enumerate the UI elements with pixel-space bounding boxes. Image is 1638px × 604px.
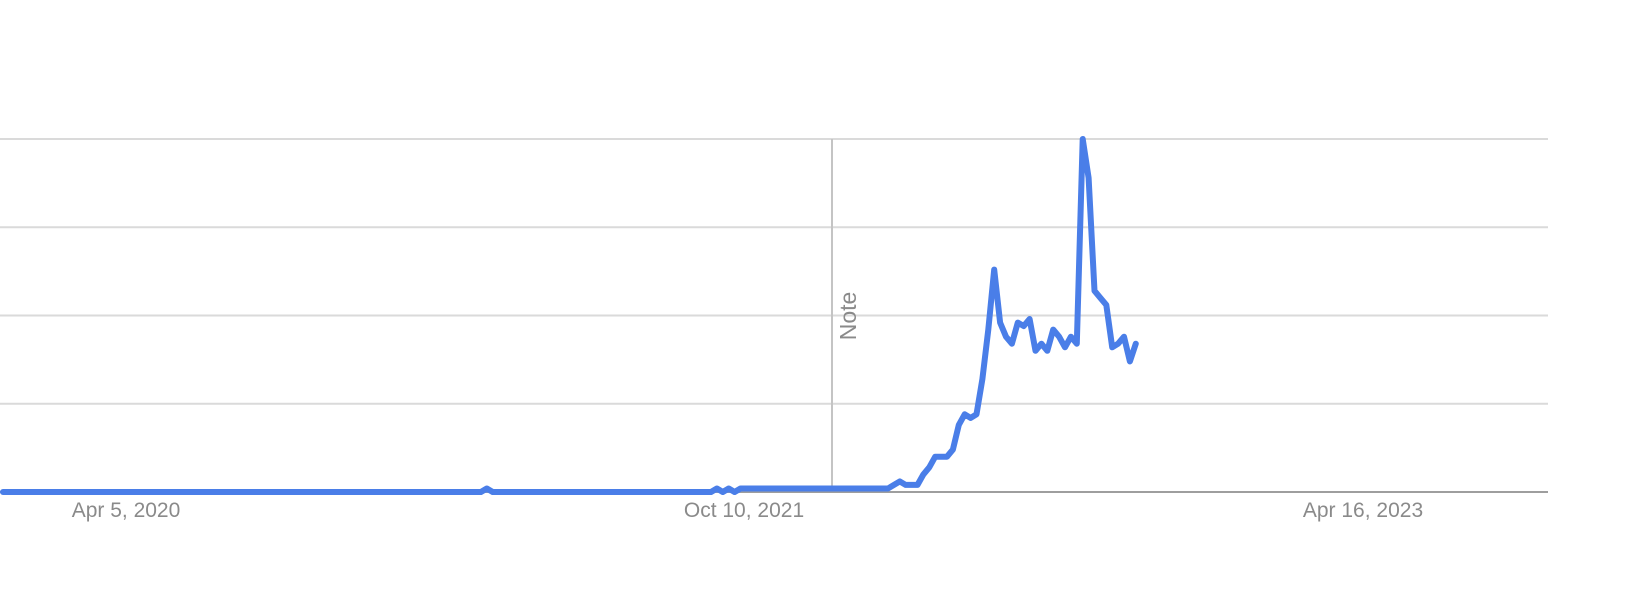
note-marker-label: Note <box>835 292 861 341</box>
x-tick-label: Apr 16, 2023 <box>1303 499 1423 522</box>
x-tick-label: Apr 5, 2020 <box>72 499 181 522</box>
x-tick-label: Oct 10, 2021 <box>684 499 804 522</box>
series-line <box>0 136 1139 495</box>
gridlines <box>0 138 1548 405</box>
